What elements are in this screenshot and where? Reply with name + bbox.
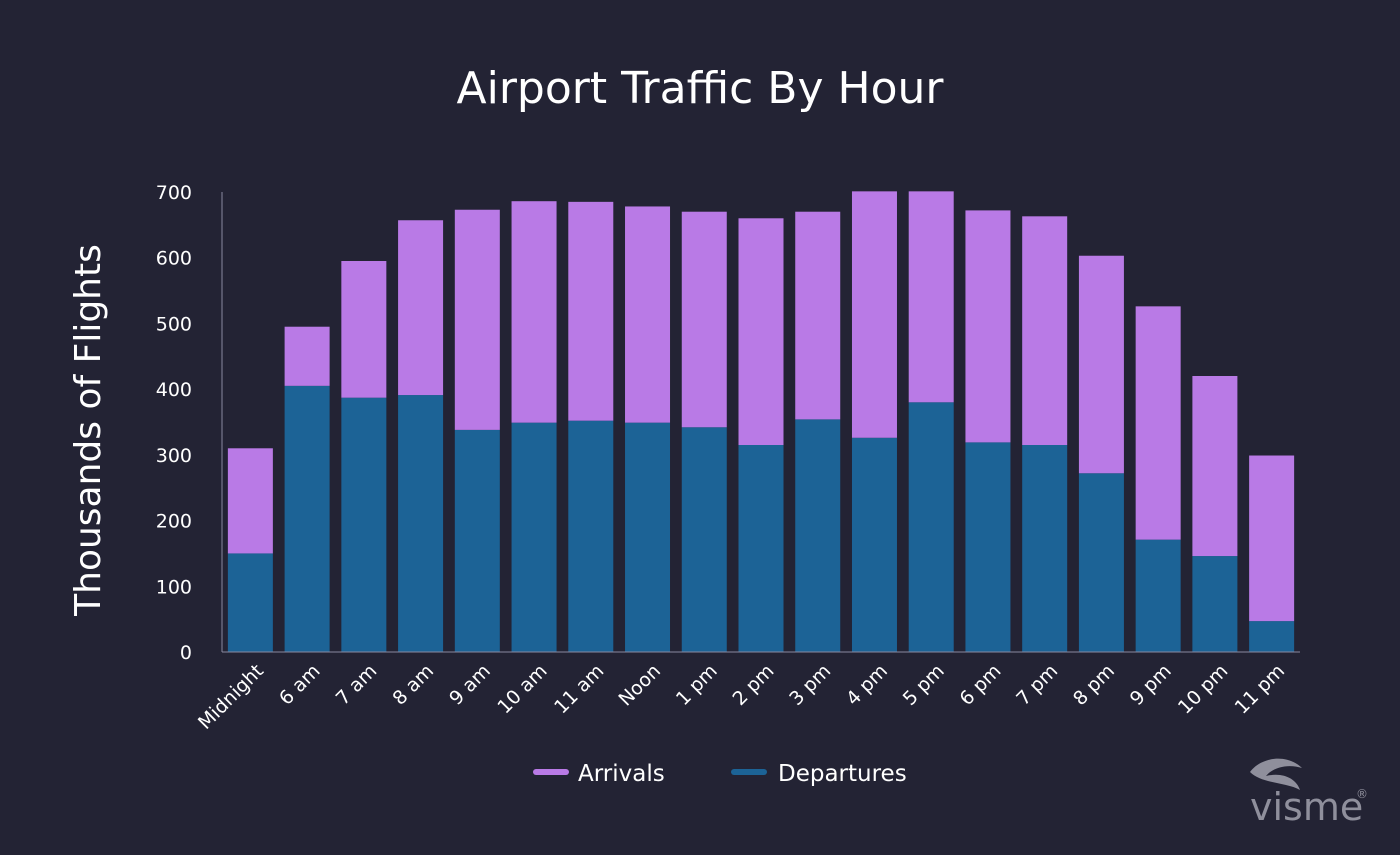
x-tick-label: 10 am (493, 660, 551, 718)
bar-departures-9-am (454, 429, 500, 652)
bar-departures-3-pm (795, 419, 841, 652)
x-tick-label: 7 pm (1012, 660, 1062, 710)
legend-label-departures: Departures (778, 761, 907, 787)
visme-logo: visme ® (1250, 758, 1368, 829)
bar-departures-9-pm (1135, 539, 1181, 652)
bar-arrivals-4-pm (851, 191, 897, 438)
bar-arrivals-11-am (568, 201, 614, 421)
bar-departures-11-am (568, 420, 614, 652)
legend: Arrivals Departures (533, 761, 907, 787)
bar-departures-10-am (511, 422, 557, 652)
bar-arrivals-midnight (227, 448, 273, 554)
x-tick-label: 10 pm (1174, 660, 1233, 719)
bar-departures-6-am (284, 385, 330, 652)
x-tick-label: 3 pm (785, 660, 835, 710)
registered-mark: ® (1356, 787, 1368, 801)
x-tick-label: 8 pm (1069, 660, 1119, 710)
bar-arrivals-10-pm (1192, 376, 1238, 557)
x-tick-label: 8 am (388, 660, 438, 710)
x-tick-label: 9 am (445, 660, 495, 710)
bar-arrivals-10-am (511, 201, 557, 423)
bar-departures-2-pm (738, 445, 784, 652)
x-tick-label: 7 am (332, 660, 382, 710)
logo-text: visme (1250, 785, 1363, 829)
x-tick-label: 11 am (550, 660, 608, 718)
bar-arrivals-7-am (341, 261, 387, 398)
bar-departures-8-am (398, 395, 444, 652)
bar-departures-7-am (341, 397, 387, 652)
x-tick-label: 4 pm (842, 660, 892, 710)
y-axis-label: Thousands of Flights (68, 244, 109, 617)
y-tick-label: 100 (156, 576, 192, 598)
bar-arrivals-11-pm (1249, 455, 1295, 622)
y-tick-label: 400 (156, 379, 192, 401)
bar-arrivals-8-pm (1078, 255, 1124, 474)
y-tick-label: 700 (156, 182, 192, 204)
y-tick-label: 0 (180, 642, 192, 664)
bar-arrivals-noon (625, 206, 671, 423)
bar-departures-8-pm (1078, 473, 1124, 652)
x-tick-label: 11 pm (1231, 660, 1290, 719)
x-tick-label: Noon (614, 660, 665, 711)
bar-departures-1-pm (681, 427, 727, 652)
bar-arrivals-9-am (454, 209, 500, 430)
bar-departures-midnight (227, 553, 273, 652)
bar-arrivals-3-pm (795, 211, 841, 420)
bar-departures-7-pm (1022, 445, 1068, 652)
x-tick-label: Midnight (194, 660, 268, 734)
chart-title: Airport Traffic By Hour (457, 63, 945, 114)
bar-arrivals-9-pm (1135, 306, 1181, 540)
bar-arrivals-2-pm (738, 218, 784, 445)
bar-arrivals-5-pm (908, 191, 954, 403)
bar-departures-6-pm (965, 442, 1011, 652)
x-tick-label: 5 pm (899, 660, 949, 710)
x-tick-label: 9 pm (1126, 660, 1176, 710)
bar-departures-5-pm (908, 402, 954, 652)
bar-arrivals-6-pm (965, 210, 1011, 443)
y-tick-label: 500 (156, 313, 192, 335)
bar-departures-noon (625, 422, 671, 652)
x-tick-label: 2 pm (729, 660, 779, 710)
bar-departures-10-pm (1192, 556, 1238, 652)
x-tick-label: 1 pm (672, 660, 722, 710)
y-tick-label: 300 (156, 445, 192, 467)
y-tick-label: 600 (156, 248, 192, 270)
y-tick-label: 200 (156, 511, 192, 533)
bar-arrivals-1-pm (681, 211, 727, 428)
visme-eye-icon (1250, 758, 1302, 790)
bar-departures-11-pm (1249, 621, 1295, 652)
bar-arrivals-8-am (398, 220, 444, 396)
legend-label-arrivals: Arrivals (578, 761, 665, 787)
bar-departures-4-pm (851, 437, 897, 652)
x-tick-label: 6 am (275, 660, 325, 710)
bar-arrivals-6-am (284, 326, 330, 386)
bar-arrivals-7-pm (1022, 216, 1068, 445)
x-tick-label: 6 pm (955, 660, 1005, 710)
